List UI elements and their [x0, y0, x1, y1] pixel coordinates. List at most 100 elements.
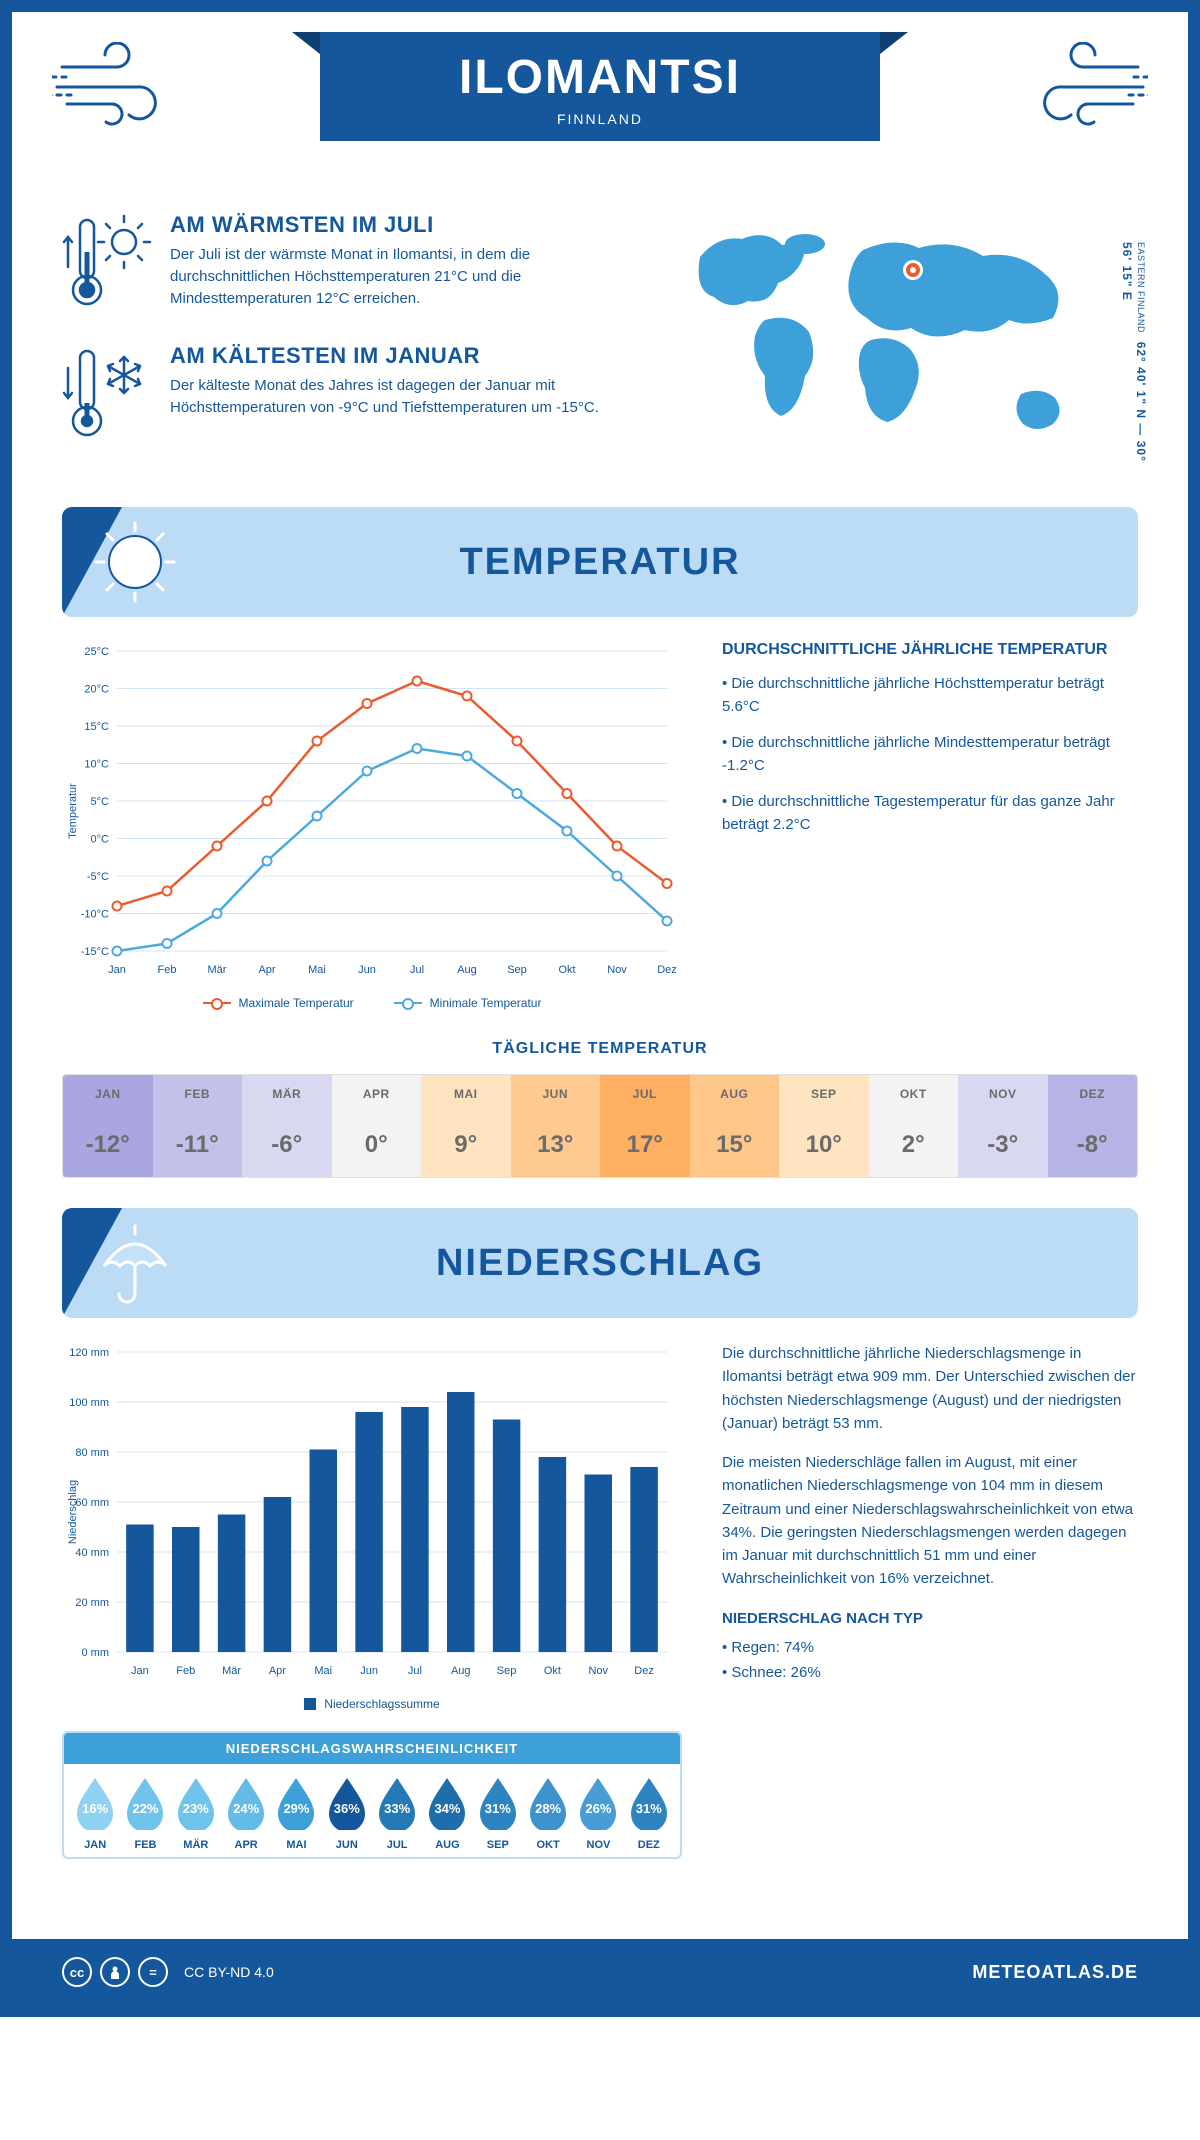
by-icon — [100, 1957, 130, 1987]
svg-text:Jan: Jan — [131, 1665, 149, 1677]
svg-text:Mai: Mai — [308, 964, 326, 976]
page-subtitle: FINNLAND — [320, 111, 880, 127]
daily-cell: DEZ-8° — [1048, 1075, 1138, 1177]
svg-text:40 mm: 40 mm — [75, 1547, 109, 1559]
section-title: NIEDERSCHLAG — [62, 1242, 1138, 1285]
svg-text:5°C: 5°C — [91, 796, 110, 808]
daily-cell: JUN13° — [511, 1075, 601, 1177]
coldest-title: AM KÄLTESTEN IM JANUAR — [170, 343, 605, 369]
thermometer-sun-icon — [62, 212, 152, 317]
probability-cell: 28%OKT — [523, 1776, 573, 1851]
svg-text:60 mm: 60 mm — [75, 1497, 109, 1509]
precipitation-summary: Die durchschnittliche jährliche Niedersc… — [722, 1342, 1138, 1859]
svg-text:20°C: 20°C — [84, 684, 109, 696]
probability-cell: 36%JUN — [322, 1776, 372, 1851]
svg-text:Nov: Nov — [588, 1665, 608, 1677]
cc-icon: cc — [62, 1957, 92, 1987]
svg-text:Apr: Apr — [269, 1665, 286, 1677]
probability-cell: 22%FEB — [120, 1776, 170, 1851]
temperature-line-chart: -15°C -10°C -5°C 0°C 5°C 10°C 15°C 20°C 25°C Jan F… — [62, 641, 682, 1010]
svg-text:Mär: Mär — [222, 1665, 241, 1677]
section-header-precipitation: NIEDERSCHLAG — [62, 1208, 1138, 1318]
svg-text:Aug: Aug — [457, 964, 477, 976]
probability-cell: 16%JAN — [70, 1776, 120, 1851]
svg-text:Niederschlag: Niederschlag — [67, 1480, 79, 1544]
page-title: ILOMANTSI — [320, 50, 880, 105]
svg-text:120 mm: 120 mm — [69, 1347, 109, 1359]
svg-text:25°C: 25°C — [84, 646, 109, 658]
probability-cell: 33%JUL — [372, 1776, 422, 1851]
daily-cell: NOV-3° — [958, 1075, 1048, 1177]
precipitation-bar-chart: 0 mm 20 mm 40 mm 60 mm 80 mm 100 mm 120 mm Jan F… — [62, 1342, 682, 1711]
svg-text:Dez: Dez — [634, 1665, 654, 1677]
footer: cc = CC BY-ND 4.0 METEOATLAS.DE — [12, 1939, 1188, 2005]
probability-box: NIEDERSCHLAGSWAHRSCHEINLICHKEIT 16%JAN22… — [62, 1731, 682, 1859]
svg-text:Jun: Jun — [360, 1665, 378, 1677]
daily-cell: AUG15° — [690, 1075, 780, 1177]
svg-text:20 mm: 20 mm — [75, 1597, 109, 1609]
svg-text:-10°C: -10°C — [81, 909, 109, 921]
daily-temp-title: TÄGLICHE TEMPERATUR — [62, 1040, 1138, 1058]
warmest-block: AM WÄRMSTEN IM JULI Der Juli ist der wär… — [62, 212, 605, 317]
svg-text:Aug: Aug — [451, 1665, 471, 1677]
daily-cell: MAI9° — [421, 1075, 511, 1177]
nd-icon: = — [138, 1957, 168, 1987]
probability-cell: 23%MÄR — [171, 1776, 221, 1851]
section-title: TEMPERATUR — [62, 541, 1138, 584]
svg-text:Sep: Sep — [497, 1665, 517, 1677]
svg-text:Feb: Feb — [176, 1665, 195, 1677]
probability-cell: 24%APR — [221, 1776, 271, 1851]
svg-text:Temperatur: Temperatur — [67, 783, 79, 839]
svg-text:Nov: Nov — [607, 964, 627, 976]
svg-text:Dez: Dez — [657, 964, 677, 976]
svg-text:Mai: Mai — [314, 1665, 332, 1677]
daily-cell: JAN-12° — [63, 1075, 153, 1177]
legend-precip: Niederschlagssumme — [304, 1697, 439, 1711]
site-name: METEOATLAS.DE — [972, 1962, 1138, 1983]
svg-text:15°C: 15°C — [84, 721, 109, 733]
svg-text:Okt: Okt — [558, 964, 575, 976]
svg-text:Sep: Sep — [507, 964, 527, 976]
svg-text:0 mm: 0 mm — [82, 1647, 110, 1659]
svg-text:80 mm: 80 mm — [75, 1447, 109, 1459]
warmest-title: AM WÄRMSTEN IM JULI — [170, 212, 605, 238]
svg-text:Feb: Feb — [158, 964, 177, 976]
daily-cell: MÄR-6° — [242, 1075, 332, 1177]
probability-cell: 29%MAI — [271, 1776, 321, 1851]
temperature-summary: DURCHSCHNITTLICHE JÄHRLICHE TEMPERATUR •… — [722, 641, 1138, 1010]
svg-text:Jul: Jul — [410, 964, 424, 976]
svg-text:Jun: Jun — [358, 964, 376, 976]
world-map: EASTERN FINLAND 62° 40' 1" N — 30° 56' 1… — [645, 212, 1138, 477]
coldest-block: AM KÄLTESTEN IM JANUAR Der kälteste Mona… — [62, 343, 605, 448]
svg-text:-15°C: -15°C — [81, 946, 109, 958]
svg-text:Apr: Apr — [258, 964, 275, 976]
title-banner: ILOMANTSI FINNLAND — [320, 32, 880, 141]
section-header-temperature: TEMPERATUR — [62, 507, 1138, 617]
svg-text:100 mm: 100 mm — [69, 1397, 109, 1409]
warmest-text: Der Juli ist der wärmste Monat in Iloman… — [170, 244, 605, 309]
umbrella-icon — [92, 1220, 178, 1311]
daily-temperature-table: JAN-12°FEB-11°MÄR-6°APR0°MAI9°JUN13°JUL1… — [62, 1074, 1138, 1178]
probability-title: NIEDERSCHLAGSWAHRSCHEINLICHKEIT — [64, 1733, 680, 1764]
thermometer-snow-icon — [62, 343, 152, 448]
svg-text:0°C: 0°C — [91, 834, 110, 846]
header: ILOMANTSI FINNLAND — [12, 12, 1188, 212]
daily-cell: OKT2° — [869, 1075, 959, 1177]
svg-text:Okt: Okt — [544, 1665, 561, 1677]
svg-text:Jan: Jan — [108, 964, 126, 976]
license-text: CC BY-ND 4.0 — [184, 1964, 274, 1980]
probability-cell: 31%SEP — [473, 1776, 523, 1851]
svg-text:Jul: Jul — [408, 1665, 422, 1677]
svg-text:10°C: 10°C — [84, 759, 109, 771]
daily-cell: JUL17° — [600, 1075, 690, 1177]
wind-icon — [1018, 42, 1148, 137]
probability-cell: 34%AUG — [422, 1776, 472, 1851]
daily-cell: APR0° — [332, 1075, 422, 1177]
probability-cell: 26%NOV — [573, 1776, 623, 1851]
daily-cell: SEP10° — [779, 1075, 869, 1177]
sun-icon — [92, 519, 178, 610]
legend-max: Maximale Temperatur — [203, 996, 354, 1010]
coordinates: EASTERN FINLAND 62° 40' 1" N — 30° 56' 1… — [1120, 242, 1148, 477]
svg-text:-5°C: -5°C — [87, 871, 109, 883]
probability-cell: 31%DEZ — [624, 1776, 674, 1851]
